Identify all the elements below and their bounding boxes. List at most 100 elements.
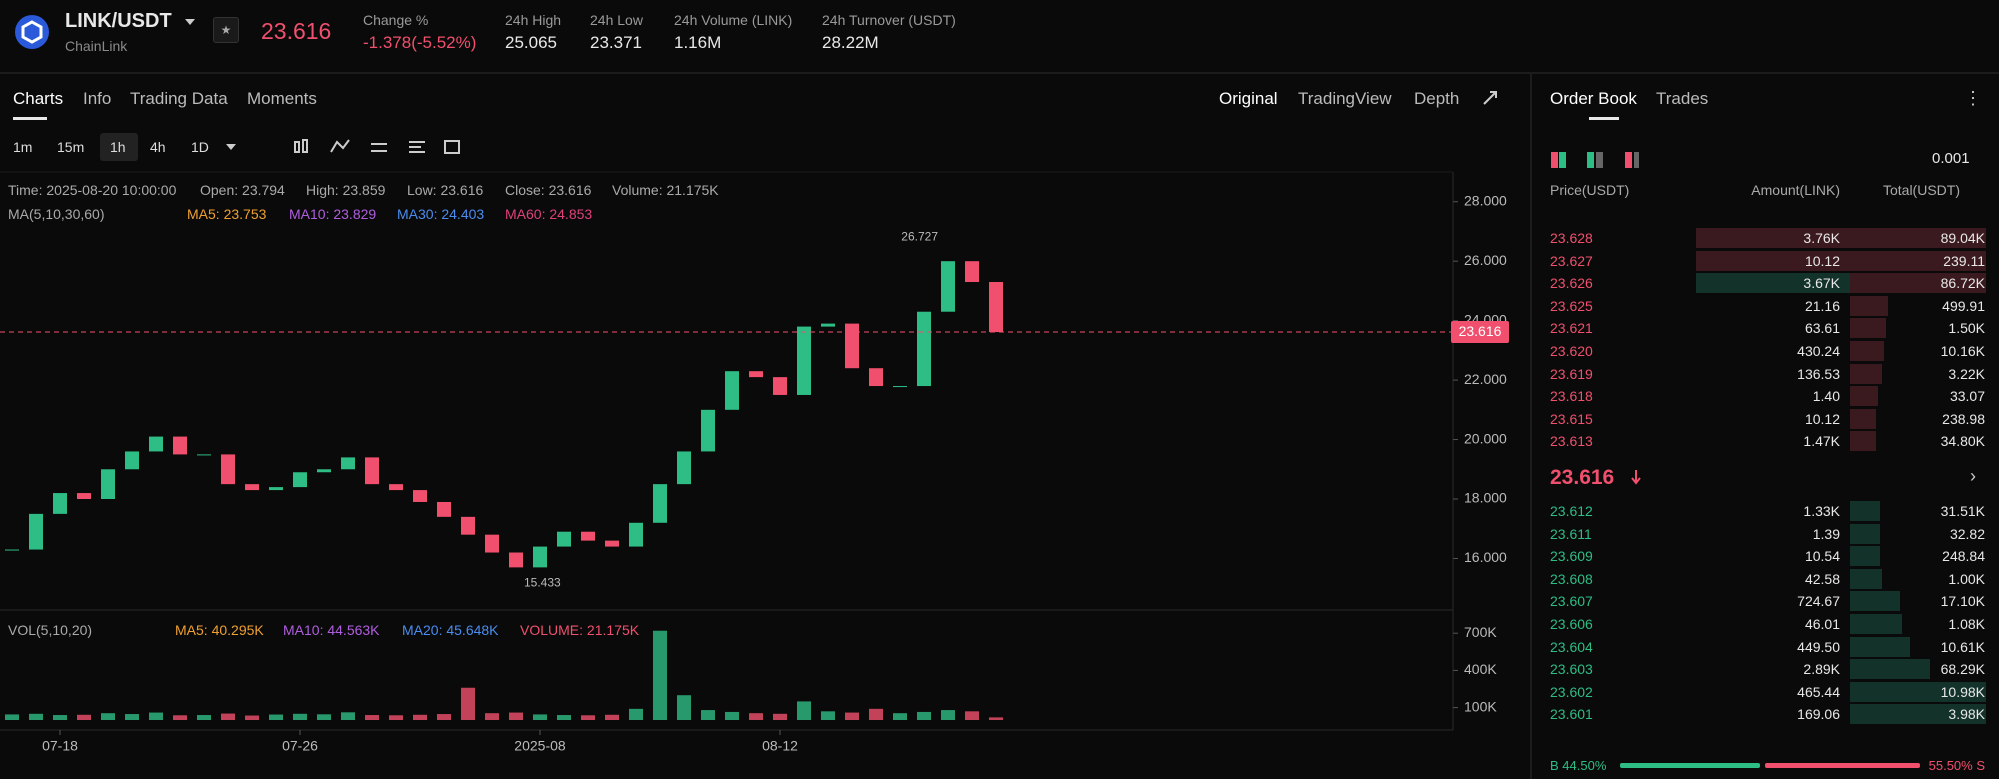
volume-bar: [845, 712, 859, 720]
book-total: 10.98K: [1940, 683, 1985, 700]
book-total: 248.84: [1942, 548, 1985, 565]
stat-value: 25.065: [505, 33, 557, 52]
favorite-button[interactable]: ★: [213, 17, 239, 43]
candle: [941, 261, 955, 312]
book-price[interactable]: 23.627: [1550, 252, 1593, 269]
vol-legend-item: MA10: 44.563K: [283, 622, 380, 638]
total-depth-bar: [1850, 295, 1888, 316]
book-price[interactable]: 23.603: [1550, 661, 1593, 678]
interval[interactable]: 15m: [57, 139, 85, 155]
interval[interactable]: 1h: [110, 139, 126, 155]
candle: [605, 540, 619, 547]
book-price[interactable]: 23.609: [1550, 548, 1593, 565]
ohlc-info: Time: 2025-08-20 10:00:00: [8, 182, 177, 198]
menu-dots[interactable]: ⋮: [1964, 88, 1982, 108]
amount-depth-bar: [1696, 228, 1851, 248]
interval-dropdown[interactable]: [225, 142, 237, 152]
book-price[interactable]: 23.621: [1550, 320, 1593, 337]
total-depth-bar: [1850, 591, 1900, 612]
candle: [749, 371, 763, 378]
precision[interactable]: 0.001: [1932, 150, 1970, 167]
book-price[interactable]: 23.613: [1550, 433, 1593, 450]
book-price[interactable]: 23.620: [1550, 343, 1593, 359]
candle: [197, 454, 211, 456]
book-tab[interactable]: Order Book: [1550, 89, 1637, 108]
ohlc-info: Open: 23.794: [200, 182, 285, 198]
book-tab[interactable]: Trades: [1656, 89, 1709, 108]
book-price[interactable]: 23.625: [1550, 297, 1593, 314]
candle: [365, 457, 379, 485]
column-header: Price(USDT): [1550, 182, 1630, 198]
view-tab[interactable]: Original: [1219, 89, 1278, 108]
volume-bar: [389, 715, 403, 720]
book-price[interactable]: 23.628: [1550, 230, 1593, 246]
total-depth-bar: [1850, 363, 1882, 384]
stat-label: 24h High: [505, 12, 562, 28]
book-price[interactable]: 23.602: [1550, 683, 1593, 700]
candle: [701, 409, 715, 452]
x-tick-label: 08-12: [762, 738, 798, 754]
book-total: 238.98: [1942, 410, 1985, 427]
candle: [677, 451, 691, 485]
column-header: Amount(LINK): [1751, 182, 1840, 198]
interval[interactable]: 1D: [191, 139, 209, 155]
total-depth-bar: [1850, 568, 1882, 589]
volume-bar: [29, 713, 43, 720]
ma-legend-item: MA10: 23.829: [289, 206, 377, 222]
vol-legend-item: VOLUME: 21.175K: [520, 622, 640, 638]
tab[interactable]: Charts: [13, 89, 64, 108]
volume-bar: [173, 715, 187, 720]
view-tab[interactable]: Depth: [1414, 89, 1460, 108]
book-price[interactable]: 23.606: [1550, 616, 1593, 632]
book-total: 10.61K: [1940, 638, 1985, 655]
total-depth-bar: [1850, 250, 1986, 271]
book-price[interactable]: 23.626: [1550, 275, 1593, 292]
book-total: 31.51K: [1940, 503, 1985, 519]
book-price[interactable]: 23.608: [1550, 570, 1593, 587]
tab[interactable]: Trading Data: [130, 89, 228, 108]
header: [0, 0, 1999, 74]
candle: [269, 487, 283, 491]
book-price[interactable]: 23.618: [1550, 388, 1593, 405]
y-tick-label: 26.000: [1464, 252, 1507, 268]
book-amount: 169.06: [1797, 706, 1840, 723]
volume-bar: [797, 701, 811, 720]
tab[interactable]: Info: [83, 89, 112, 108]
volume-bar: [557, 715, 571, 720]
dropdown-arrow[interactable]: [184, 17, 196, 27]
chart-tools[interactable]: [265, 134, 465, 162]
volume-bar: [197, 715, 211, 720]
stat-value: 1.16M: [674, 33, 722, 52]
mid-price: 23.616: [1550, 466, 1615, 489]
buy-ratio: B 44.50%: [1550, 758, 1607, 773]
book-price[interactable]: 23.619: [1550, 365, 1593, 382]
book-price[interactable]: 23.607: [1550, 593, 1593, 610]
book-price[interactable]: 23.601: [1550, 706, 1593, 723]
book-layout-toggles[interactable]: [1549, 150, 1639, 170]
interval[interactable]: 1m: [13, 139, 33, 155]
ma-legend-item: MA30: 24.403: [397, 206, 485, 222]
interval-selected: [100, 133, 138, 161]
book-amount: 136.53: [1797, 365, 1840, 382]
tab[interactable]: Moments: [247, 89, 317, 108]
total-depth-bar: [1850, 431, 1876, 452]
fullscreen-button[interactable]: [1480, 88, 1500, 108]
book-price[interactable]: 23.612: [1550, 503, 1593, 519]
volume-bar: [629, 708, 643, 720]
view-tab[interactable]: TradingView: [1298, 89, 1392, 108]
pair[interactable]: LINK/USDT: [65, 10, 172, 32]
book-price[interactable]: 23.611: [1550, 525, 1592, 542]
ma-legend-item: MA60: 24.853: [505, 206, 593, 222]
chart-panel: [0, 74, 1532, 779]
volume-bar: [605, 714, 619, 720]
candle: [917, 311, 931, 387]
candle: [725, 371, 739, 410]
interval[interactable]: 4h: [150, 139, 166, 155]
book-price[interactable]: 23.615: [1550, 410, 1593, 427]
candle: [341, 457, 355, 470]
book-total: 239.11: [1943, 252, 1985, 269]
total-depth-bar: [1850, 341, 1884, 361]
book-price[interactable]: 23.604: [1550, 638, 1593, 655]
chevron[interactable]: ›: [1970, 466, 1976, 486]
candle: [965, 261, 979, 282]
